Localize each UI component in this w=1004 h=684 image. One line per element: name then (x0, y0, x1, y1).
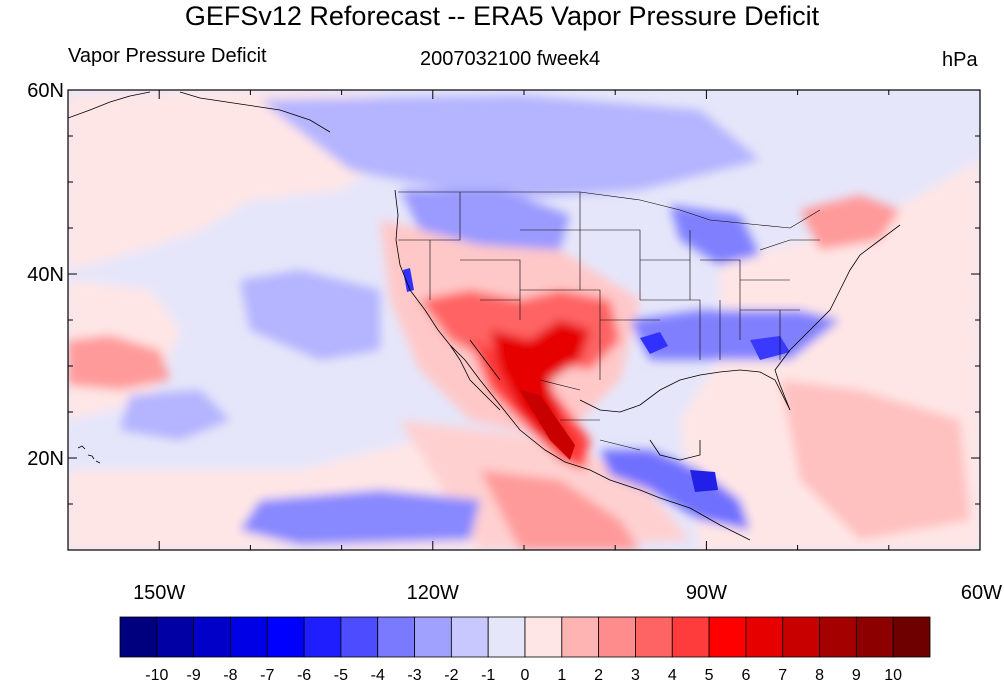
light-pink-region-east-coast (800, 195, 900, 250)
colorbar-swatch (119, 616, 158, 658)
colorbar-swatch (635, 616, 673, 658)
colorbar-label: -9 (187, 667, 201, 684)
contour-field (68, 90, 980, 550)
lon-tick-label: 150W (133, 582, 185, 604)
colorbar-label: 7 (778, 667, 787, 684)
center-string-date: 2007032100 fweek4 (420, 48, 601, 70)
coastline-baja (449, 339, 501, 411)
colorbar-label: 0 (521, 667, 530, 684)
colorbar-label: 2 (594, 667, 603, 684)
colorbar-swatch (524, 616, 563, 658)
colorbar-label: 8 (815, 667, 824, 684)
blue-region-pacific-south (240, 490, 480, 545)
colorbar-swatch (414, 616, 452, 658)
colorbar-label: 1 (557, 667, 566, 684)
blue-region-southeast-us (630, 310, 840, 360)
coastlines (68, 91, 901, 541)
colorbar-label: -1 (481, 667, 495, 684)
us-canada-border (398, 191, 821, 229)
colorbar-swatch (266, 616, 305, 658)
axis-tick-labels: 60N 40N 20N 150W 120W 90W 60W (27, 80, 1002, 604)
colorbar-swatch (193, 616, 231, 658)
colorbar-label: 10 (884, 667, 902, 684)
colorbar-label: -4 (371, 667, 385, 684)
coastline-west (394, 189, 751, 541)
coastline-east (774, 224, 901, 411)
lat-tick-label: 20N (27, 448, 64, 470)
lat-tick-label: 60N (27, 80, 64, 102)
blue-region-central-america (600, 450, 750, 530)
colorbar-swatch (450, 616, 489, 658)
colorbar-label: -6 (297, 667, 311, 684)
colorbar-swatch (892, 616, 931, 658)
colorbar-swatch (745, 616, 784, 658)
light-pink-region-pacific-west (68, 335, 170, 390)
dark-blue-spot-caribbean (690, 470, 718, 492)
colorbar-swatch (230, 616, 268, 658)
colorbar-swatch (156, 616, 195, 658)
dark-red-core (490, 320, 590, 450)
lon-tick-label: 60W (961, 582, 1002, 604)
blue-region-mid-pacific (120, 390, 230, 440)
colorbar-label: 3 (631, 667, 640, 684)
blue-region-pacific-central (240, 270, 380, 360)
colorbar-label: 6 (741, 667, 750, 684)
colorbar-label: -10 (145, 667, 168, 684)
state-borders (398, 191, 821, 451)
state-lines-west (398, 192, 601, 380)
colorbar-swatch (487, 616, 526, 658)
colorbar-label: -7 (260, 667, 274, 684)
right-string-units: hPa (942, 49, 978, 71)
left-string-variable-name: Vapor Pressure Deficit (68, 45, 267, 67)
coastline-yucatan (649, 439, 701, 461)
colorbar-swatch (303, 616, 342, 658)
main-title: GEFSv12 Reforecast -- ERA5 Vapor Pressur… (184, 1, 820, 31)
mexico-states (539, 379, 641, 451)
colorbar-swatch (819, 616, 857, 658)
colorbar-swatch (561, 616, 600, 658)
dark-blue-spot-gulf (640, 332, 668, 354)
light-pink-region-atlantic-east (780, 380, 970, 540)
dark-blue-spot-california (403, 268, 414, 292)
colorbar-label: -2 (444, 667, 458, 684)
colorbar-label: 5 (705, 667, 714, 684)
blue-region-northern-us (400, 190, 570, 250)
state-lines-central (579, 192, 701, 360)
lon-tick-label: 120W (407, 582, 459, 604)
colorbar-swatch (598, 616, 636, 658)
colorbar-swatch (855, 616, 894, 658)
state-lines-east (700, 239, 820, 360)
colorbar-swatch (340, 616, 379, 658)
lon-tick-label: 90W (686, 582, 727, 604)
dark-red-streak-mexico (520, 390, 575, 460)
colorbar-swatch (377, 616, 415, 658)
coastline-gulf (579, 369, 791, 413)
hawaii-islands (77, 445, 101, 464)
colorbar-label: 9 (852, 667, 861, 684)
light-pink-region-central-america (480, 470, 640, 550)
axis-ticks (67, 89, 981, 551)
blue-region-north-canada (260, 95, 760, 200)
colorbar-label: 4 (668, 667, 677, 684)
colorbar-label: -3 (407, 667, 421, 684)
lat-tick-label: 40N (27, 264, 64, 286)
blue-region-great-lakes (670, 205, 760, 265)
colorbar-label: -8 (223, 667, 237, 684)
colorbar-swatch (782, 616, 820, 658)
coastline-alaska (68, 91, 331, 133)
colorbar-swatch (708, 616, 747, 658)
colorbar: -10 -9 -8 -7 -6 -5 -4 -3 -2 -1 0 1 2 3 4 5 6 7 8 9 10 (119, 616, 931, 684)
colorbar-label: -5 (334, 667, 348, 684)
colorbar-swatch (671, 616, 710, 658)
